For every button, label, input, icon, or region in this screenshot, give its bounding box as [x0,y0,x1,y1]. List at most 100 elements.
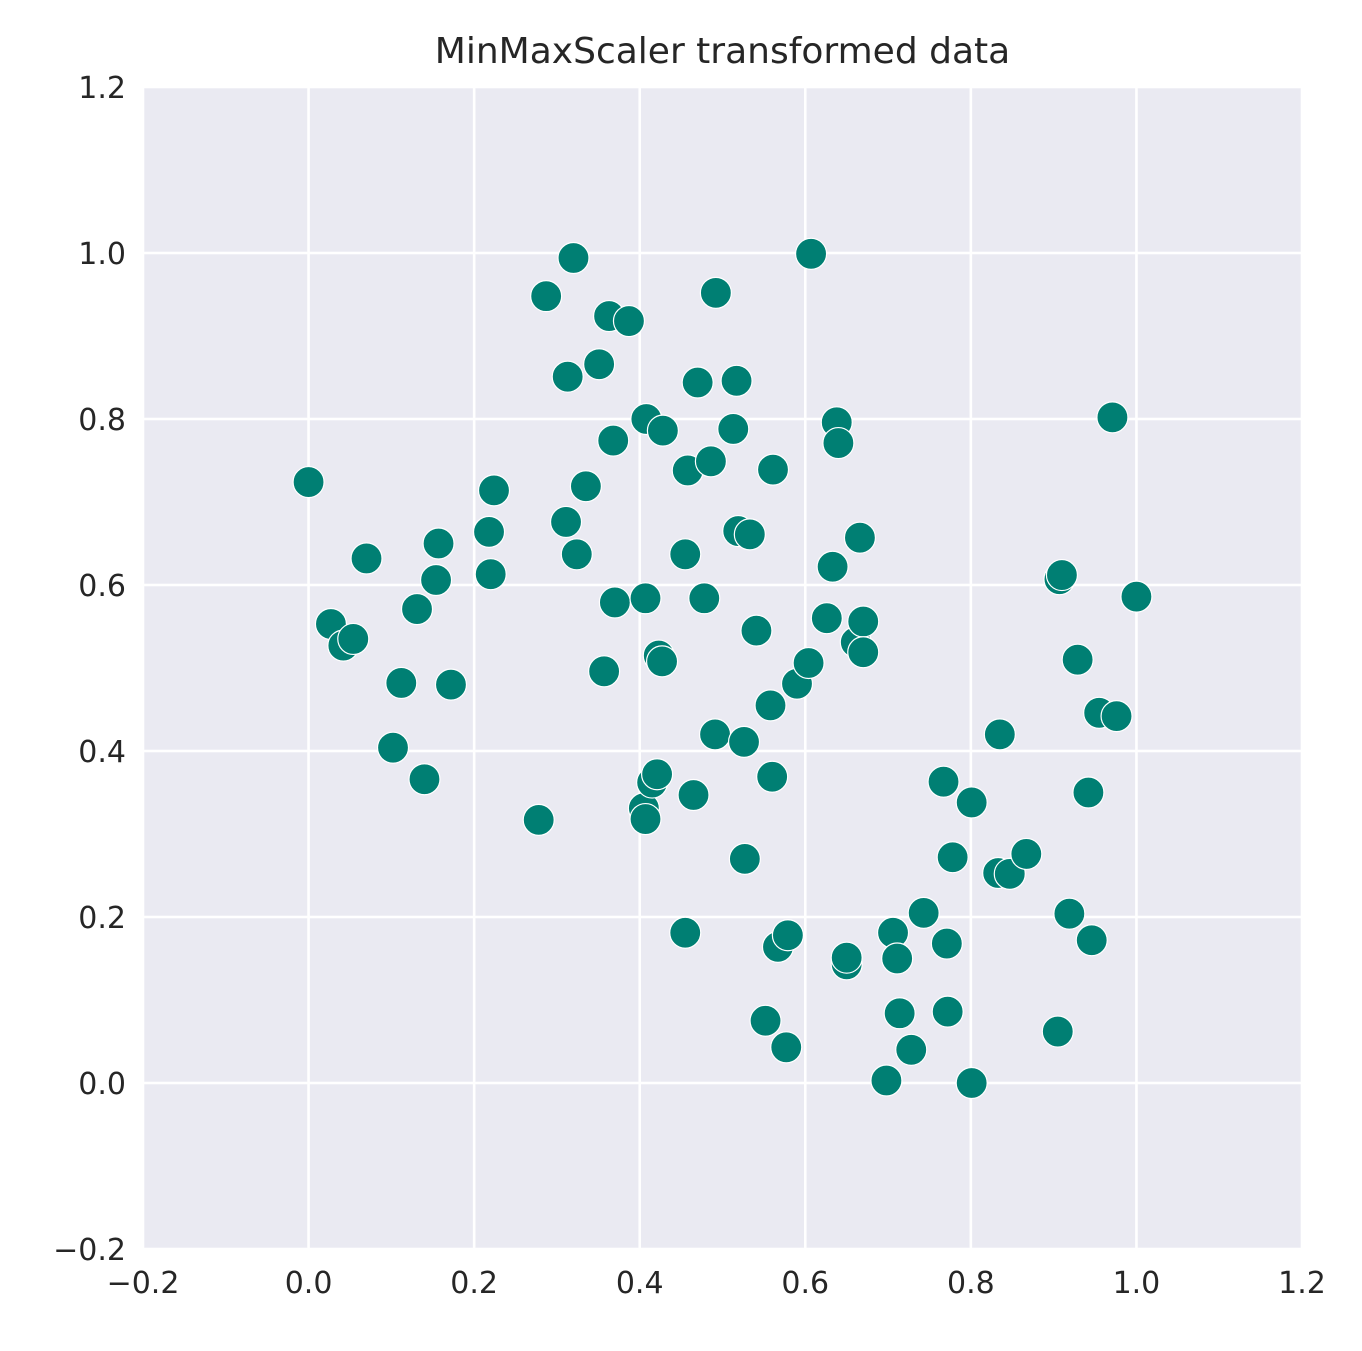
scatter-point [669,538,702,571]
scatter-point [1041,1015,1074,1048]
scatter-point [669,916,702,949]
x-tick-label: 1.2 [1278,1266,1326,1301]
scatter-point [1053,897,1086,930]
scatter-point [1010,837,1043,871]
scatter-point [645,645,679,678]
scatter-point [1045,558,1079,592]
scatter-point [822,426,855,460]
x-tick-label: 0.0 [285,1266,333,1301]
chart-title: MinMaxScaler transformed data [435,31,1010,72]
scatter-point [1061,643,1094,676]
scatter-point [400,592,434,626]
scatter-point [843,521,877,554]
x-tick-label: 1.0 [1113,1266,1161,1301]
scatter-point [955,786,988,819]
scatter-point [588,655,621,688]
y-tick-label: −0.2 [53,1233,126,1268]
scatter-point [720,364,753,397]
scatter-point [794,237,828,270]
scatter-point [530,280,563,313]
scatter-point [930,927,963,960]
scatter-point [583,348,616,381]
scatter-point [927,765,960,798]
scatter-point [597,424,630,457]
scatter-point [698,718,732,751]
scatter-point [733,518,766,551]
scatter-point [292,465,325,499]
x-tick-label: 0.2 [450,1266,498,1301]
scatter-point [385,666,418,700]
scatter-point [408,763,441,796]
scatter-point [477,474,511,507]
scatter-point [936,841,969,874]
scatter-point [629,582,662,615]
x-tick-label: 0.4 [616,1266,664,1301]
scatter-point [728,842,761,876]
scatter-point [895,1033,928,1066]
scatter-point [419,563,453,597]
scatter-point [551,360,584,393]
scatter-point [881,942,914,975]
scatter-point [646,414,679,447]
y-axis-tick-labels: −0.2 0.0 0.2 0.4 0.6 0.8 1.0 1.2 [53,71,126,1268]
scatter-point [749,1004,782,1037]
y-tick-label: 1.0 [78,237,126,272]
x-tick-label: −0.2 [107,1266,180,1301]
scatter-point [907,896,940,929]
scatter-point [1096,401,1129,434]
scatter-point [694,445,728,478]
scatter-point [754,689,787,722]
scatter-point [770,1031,803,1064]
y-tick-label: 0.0 [78,1067,126,1102]
scatter-point [810,602,843,635]
scatter-point [350,542,383,575]
scatter-point [612,304,646,338]
scatter-point [598,586,631,619]
scatter-point [688,582,721,615]
scatter-point [422,527,455,560]
scatter-point [740,614,773,647]
scatter-point [847,636,880,669]
scatter-point [816,550,849,583]
scatter-point [337,622,370,656]
y-tick-label: 0.8 [78,403,126,438]
y-tick-label: 0.4 [78,735,126,770]
scatter-point [756,453,790,486]
y-tick-label: 0.6 [78,569,126,604]
x-axis-tick-labels: −0.2 0.0 0.2 0.4 0.6 0.8 1.0 1.2 [107,1266,1326,1301]
scatter-point [629,802,662,836]
x-tick-label: 0.8 [947,1266,995,1301]
scatter-point [699,276,732,309]
scatter-point [1072,776,1105,809]
scatter-point [792,646,825,680]
scatter-point [677,778,710,812]
scatter-point [557,241,590,275]
scatter-point [640,758,674,791]
scatter-point [983,718,1016,751]
scatter-point [522,803,555,836]
scatter-point [771,919,805,952]
scatter-point [931,995,964,1028]
scatter-point [717,412,750,446]
scatter-point [756,760,789,793]
scatter-point [870,1064,903,1097]
scatter-point [727,725,761,758]
scatter-point [830,941,863,974]
scatter-point [1075,924,1108,957]
scatter-point [434,668,468,701]
data-points [292,237,1153,1100]
scatter-point [1100,700,1133,733]
scatter-point [560,538,593,571]
y-tick-label: 0.2 [78,901,126,936]
scatter-point [883,997,916,1030]
scatter-point [472,515,506,548]
scatter-point [681,366,714,399]
scatter-point [569,470,603,503]
scatter-point [955,1066,988,1100]
scatter-point [474,558,507,591]
y-tick-label: 1.2 [78,71,126,106]
x-tick-label: 0.6 [781,1266,829,1301]
scatter-point [376,731,410,764]
